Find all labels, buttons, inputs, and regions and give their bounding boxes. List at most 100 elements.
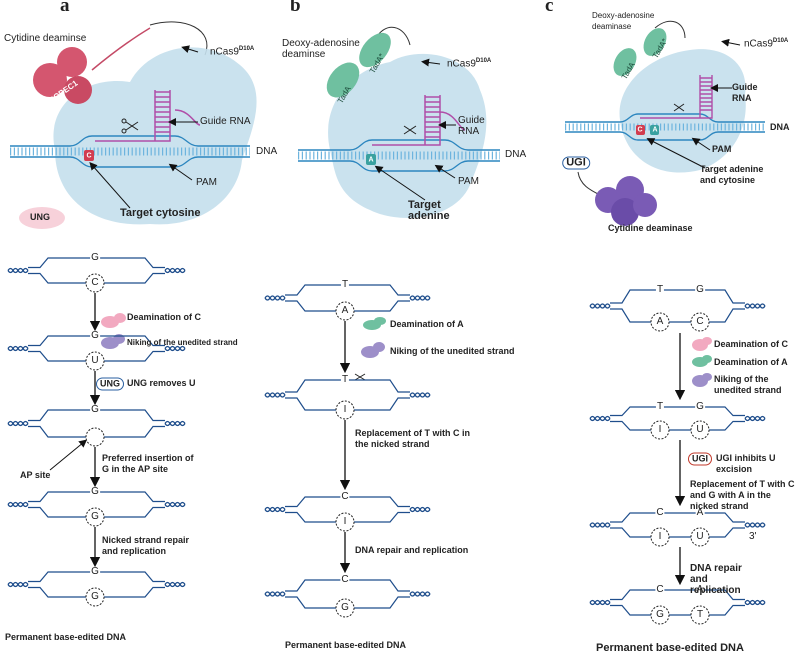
step-note: DNA repair and replication <box>355 545 469 555</box>
shape <box>673 103 685 112</box>
step-note: Deamination of A <box>390 319 464 329</box>
step-note: UNG removes U <box>127 378 196 388</box>
step-note: Nicked strand repair and replication <box>102 535 190 556</box>
bottom-base: G <box>91 591 99 602</box>
shape <box>168 163 193 181</box>
bottom-base: I <box>343 516 347 527</box>
panel-b-cartoon <box>298 27 500 218</box>
cas-label: nCas9D10A <box>744 38 789 50</box>
top-base: T <box>655 401 665 412</box>
shape <box>372 95 466 146</box>
glycosylase: UNG <box>96 377 124 391</box>
top-base: G <box>695 284 705 295</box>
pam-label: PAM <box>196 177 217 188</box>
bottom-base: A <box>656 316 664 327</box>
bottom-base: G <box>656 609 664 620</box>
top-base: G <box>90 330 100 341</box>
enzyme-label: Deoxy-adenosine deaminse <box>282 38 360 60</box>
top-base: G <box>695 401 705 412</box>
bottom-base: I <box>343 404 347 415</box>
shape <box>84 150 94 161</box>
top-base: G <box>90 252 100 263</box>
dna-strand <box>610 308 745 323</box>
shape <box>646 138 706 169</box>
shape <box>373 342 385 352</box>
shape <box>633 193 657 217</box>
dna-tail <box>409 392 431 398</box>
shape <box>650 125 659 135</box>
edited-base: C <box>86 152 92 160</box>
shape <box>700 77 712 111</box>
base-circle <box>690 527 710 547</box>
base-circle <box>335 301 355 321</box>
dna-strand <box>610 420 745 431</box>
panel-letter: a <box>60 0 70 16</box>
bottom-base: A <box>341 305 349 316</box>
bottom-base: T <box>696 609 704 620</box>
dna-tail <box>589 599 611 606</box>
panel-letter: b <box>290 0 301 16</box>
dna-tail <box>164 581 186 588</box>
shape <box>89 162 131 209</box>
shape <box>611 198 639 226</box>
base-circle <box>650 420 670 440</box>
shape <box>577 171 601 196</box>
step-note: UGI inhibits U excision <box>716 453 776 474</box>
dna-tail <box>7 345 29 352</box>
cas-mutation: D10A <box>772 38 789 44</box>
top-base: A <box>695 584 705 595</box>
step-note: Replacement of T with C and G with A in … <box>690 479 795 511</box>
guide-label: Guide RNA <box>732 82 758 103</box>
shape <box>298 139 500 151</box>
glycosylase: UNG <box>30 212 50 222</box>
shape <box>64 76 92 104</box>
guide-label: Guide RNA <box>200 116 251 127</box>
shape <box>19 207 65 229</box>
edited-base: A <box>652 126 658 134</box>
shape <box>89 45 199 209</box>
cas-mutation: D10A <box>475 58 492 64</box>
cas-label: nCas9D10A <box>447 58 492 70</box>
shape <box>565 113 765 141</box>
shape <box>359 32 391 68</box>
pam-label: PAM <box>712 144 732 154</box>
bottom-base: U <box>696 531 704 542</box>
shape <box>57 47 87 77</box>
inhibitor: UGI <box>562 156 590 170</box>
edited-base: A <box>368 156 374 164</box>
shape <box>403 125 417 135</box>
base-circle <box>650 605 670 625</box>
bottom-base: I <box>658 531 662 542</box>
base-circle <box>335 400 355 420</box>
step-note: Replacement of T with C in the nicked st… <box>355 428 471 449</box>
shape <box>298 160 500 172</box>
base-circle <box>690 605 710 625</box>
shape <box>49 439 88 471</box>
bottom-base: I <box>658 424 662 435</box>
base-circle <box>690 420 710 440</box>
pam-label: PAM <box>458 176 479 187</box>
shape <box>691 137 711 151</box>
dna-tail <box>409 295 431 301</box>
panel-a-cartoon <box>10 21 257 229</box>
dna-tail <box>164 267 186 274</box>
dna-strand <box>610 527 745 538</box>
shape <box>613 48 637 76</box>
inhibitor: UGI <box>687 452 713 466</box>
shape <box>403 125 417 135</box>
bottom-base: G <box>341 602 349 613</box>
dna-label: DNA <box>256 146 278 157</box>
base-circle <box>690 312 710 332</box>
shape <box>125 121 139 131</box>
shape <box>181 45 199 53</box>
step-note: Deamination of C <box>714 339 789 349</box>
dna-tail <box>744 522 766 528</box>
enzyme-label: Cytidine deaminase <box>608 223 693 233</box>
top-base: G <box>90 566 100 577</box>
shape <box>425 96 440 138</box>
shape <box>10 156 250 168</box>
step-note: DNA repair and replication <box>690 563 742 596</box>
shape <box>366 154 376 165</box>
base-circle <box>85 587 105 607</box>
